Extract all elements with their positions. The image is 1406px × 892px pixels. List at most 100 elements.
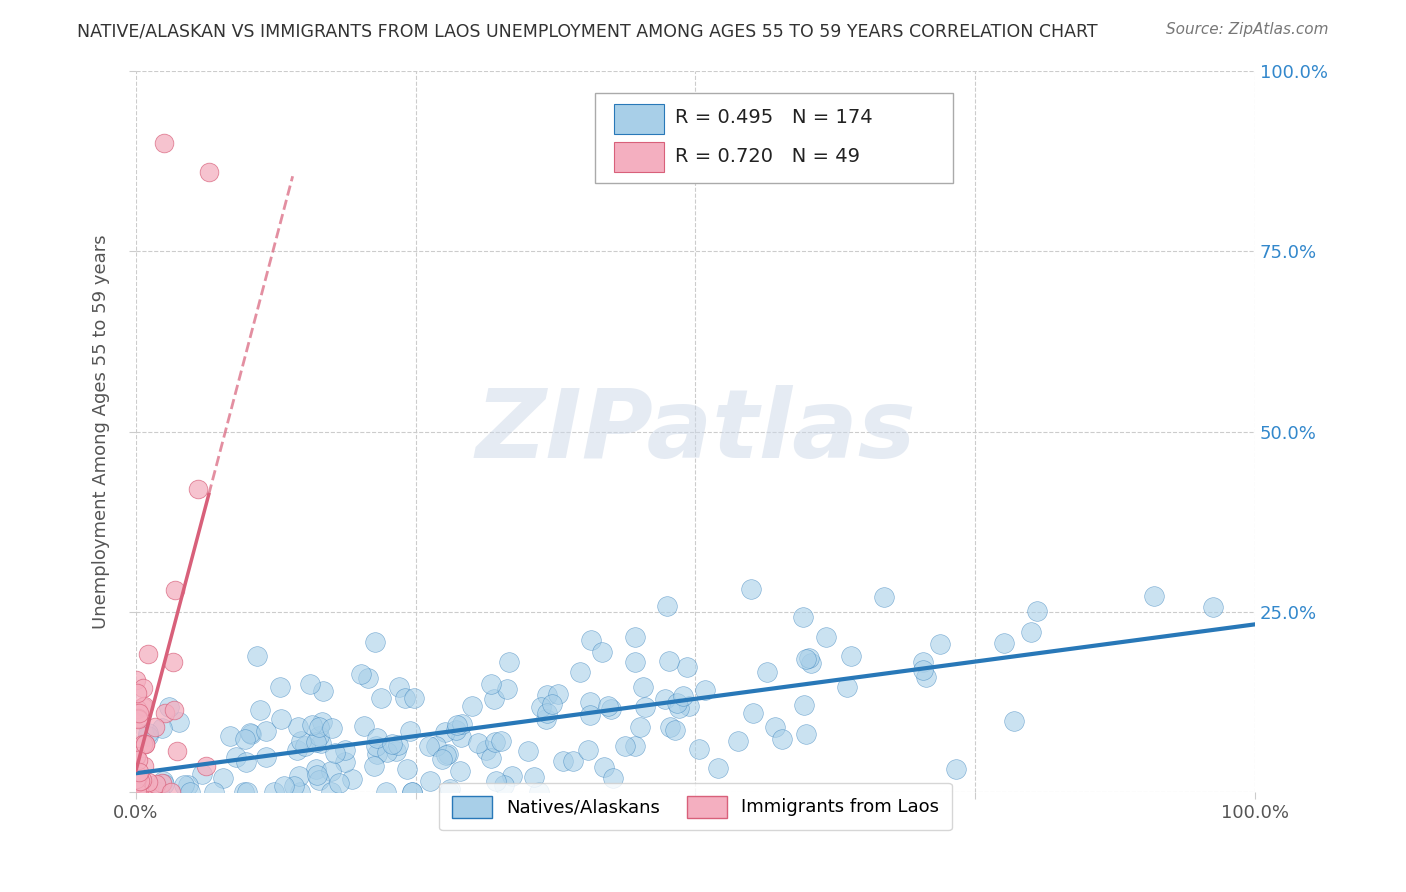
Point <box>436 747 458 761</box>
Point <box>395 763 418 777</box>
Bar <box>614 103 664 134</box>
Point <box>501 769 523 783</box>
Point <box>547 687 569 701</box>
Point <box>328 776 350 790</box>
Point <box>357 671 380 685</box>
Point <box>437 785 460 799</box>
Point <box>125 686 148 700</box>
Point <box>134 784 156 798</box>
Point <box>366 747 388 761</box>
Point <box>148 785 170 799</box>
Point <box>398 724 420 739</box>
Y-axis label: Unemployment Among Ages 55 to 59 years: Unemployment Among Ages 55 to 59 years <box>93 235 110 629</box>
Point <box>129 782 152 797</box>
Point <box>166 744 188 758</box>
Point <box>600 702 623 716</box>
Point <box>1026 604 1049 618</box>
Point <box>187 483 209 497</box>
Point <box>311 714 333 729</box>
Point <box>450 730 472 744</box>
Point <box>283 780 305 794</box>
Point <box>494 778 516 792</box>
Point <box>450 717 472 731</box>
Point <box>138 783 160 797</box>
Point <box>225 750 247 764</box>
Point <box>335 742 357 756</box>
Point <box>165 583 187 598</box>
Point <box>374 785 396 799</box>
Point <box>131 784 153 798</box>
Bar <box>614 142 664 172</box>
Point <box>125 776 148 790</box>
Point <box>419 773 441 788</box>
Point <box>727 734 749 748</box>
Point <box>498 655 520 669</box>
Point <box>693 682 716 697</box>
Point <box>770 732 793 747</box>
Point <box>304 763 326 777</box>
Point <box>628 720 651 734</box>
Point <box>353 719 375 733</box>
Point <box>125 673 148 687</box>
Point <box>125 772 148 787</box>
Point <box>659 720 682 734</box>
Point <box>311 683 333 698</box>
Point <box>740 582 762 596</box>
Point <box>132 759 155 773</box>
Text: R = 0.495   N = 174: R = 0.495 N = 174 <box>675 109 873 128</box>
Point <box>366 739 388 753</box>
Point <box>530 700 553 714</box>
Point <box>148 785 170 799</box>
Point <box>246 649 269 664</box>
Point <box>446 718 468 732</box>
Point <box>127 753 149 767</box>
Point <box>914 669 936 683</box>
Point <box>945 762 967 776</box>
Point <box>287 720 309 734</box>
Point <box>551 755 574 769</box>
Point <box>370 690 392 705</box>
Point <box>654 691 676 706</box>
Text: R = 0.720   N = 49: R = 0.720 N = 49 <box>675 146 860 166</box>
Point <box>676 660 699 674</box>
Point <box>218 729 240 743</box>
Point <box>125 750 148 764</box>
Point <box>134 737 156 751</box>
Point <box>202 785 225 799</box>
Point <box>173 779 195 793</box>
Point <box>153 136 176 151</box>
Point <box>298 677 321 691</box>
Point <box>321 721 343 735</box>
Point <box>796 651 818 665</box>
Point <box>143 720 166 734</box>
Point <box>929 637 952 651</box>
Point <box>309 736 332 750</box>
Point <box>132 737 155 751</box>
Point <box>152 774 174 789</box>
Point <box>128 706 150 720</box>
Point <box>363 635 385 649</box>
Point <box>132 782 155 797</box>
Point <box>191 767 214 781</box>
Point <box>160 785 183 799</box>
Point <box>665 696 688 710</box>
Point <box>129 774 152 789</box>
Point <box>128 784 150 798</box>
Text: NATIVE/ALASKAN VS IMMIGRANTS FROM LAOS UNEMPLOYMENT AMONG AGES 55 TO 59 YEARS CO: NATIVE/ALASKAN VS IMMIGRANTS FROM LAOS U… <box>77 22 1098 40</box>
Point <box>132 681 155 696</box>
Point <box>444 723 467 738</box>
Point <box>128 782 150 797</box>
Point <box>402 690 425 705</box>
Point <box>240 727 263 741</box>
Point <box>132 699 155 714</box>
Point <box>912 663 935 677</box>
Point <box>195 759 218 773</box>
Point <box>131 772 153 787</box>
Point <box>523 770 546 784</box>
Point <box>375 745 398 759</box>
Point <box>536 706 558 720</box>
Point <box>797 650 820 665</box>
Point <box>707 761 730 775</box>
Point <box>763 721 786 735</box>
Point <box>562 754 585 768</box>
